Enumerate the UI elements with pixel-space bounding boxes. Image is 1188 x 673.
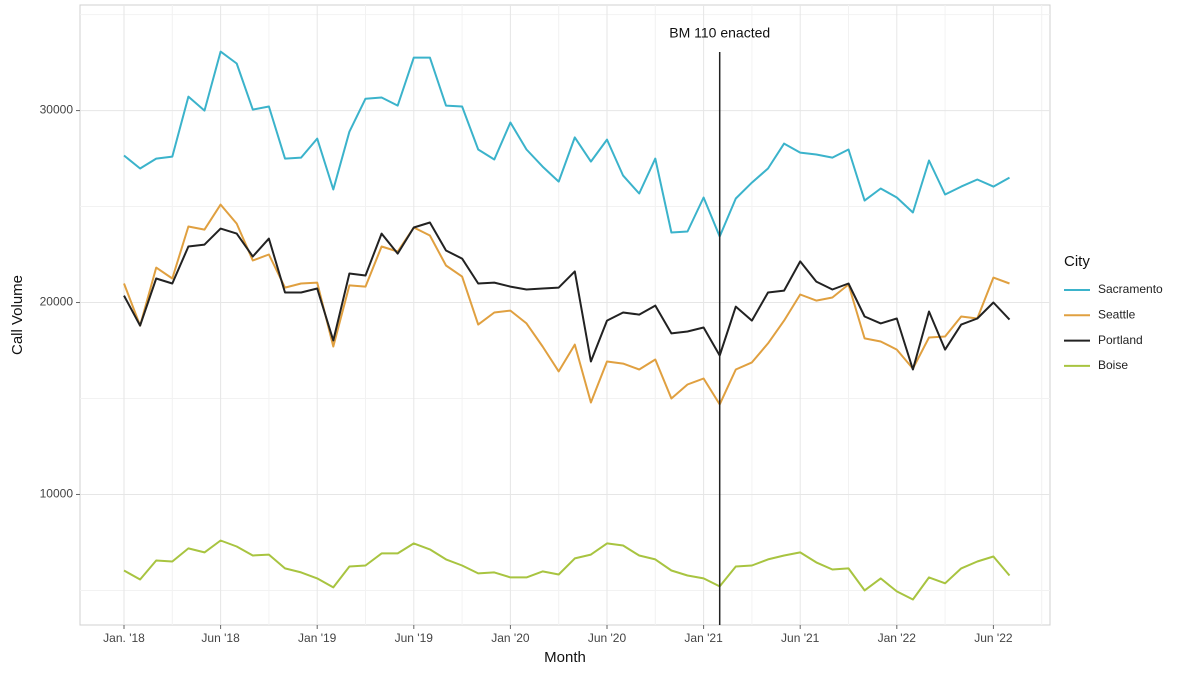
annotation-text: BM 110 enacted [669,25,770,41]
series-line [123,539,1011,601]
x-tick-label: Jan '19 [298,631,337,645]
series-line [123,221,1011,371]
legend-label: Portland [1098,333,1143,347]
x-axis-title: Month [544,649,586,666]
x-tick-label: Jan '20 [491,631,530,645]
legend-label: Sacramento [1098,282,1163,296]
legend-label: Boise [1098,358,1128,372]
y-tick-label: 20000 [40,295,74,309]
x-tick-label: Jan '22 [878,631,917,645]
x-tick-label: Jan. '18 [103,631,145,645]
x-tick-label: Jun '21 [781,631,820,645]
legend-title: City [1064,253,1090,270]
plot-panel [79,4,1051,626]
legend-label: Seattle [1098,307,1136,321]
y-tick-label: 30000 [40,103,74,117]
x-tick-label: Jun '20 [588,631,627,645]
y-tick-label: 10000 [40,487,74,501]
series-line [123,203,1010,406]
x-tick-label: Jan '21 [684,631,723,645]
series-line [123,50,1010,238]
x-tick-label: Jun '18 [201,631,240,645]
y-axis-title: Call Volume [9,275,26,355]
lines [123,50,1011,601]
x-tick-label: Jun '22 [974,631,1013,645]
x-tick-label: Jun '19 [395,631,434,645]
